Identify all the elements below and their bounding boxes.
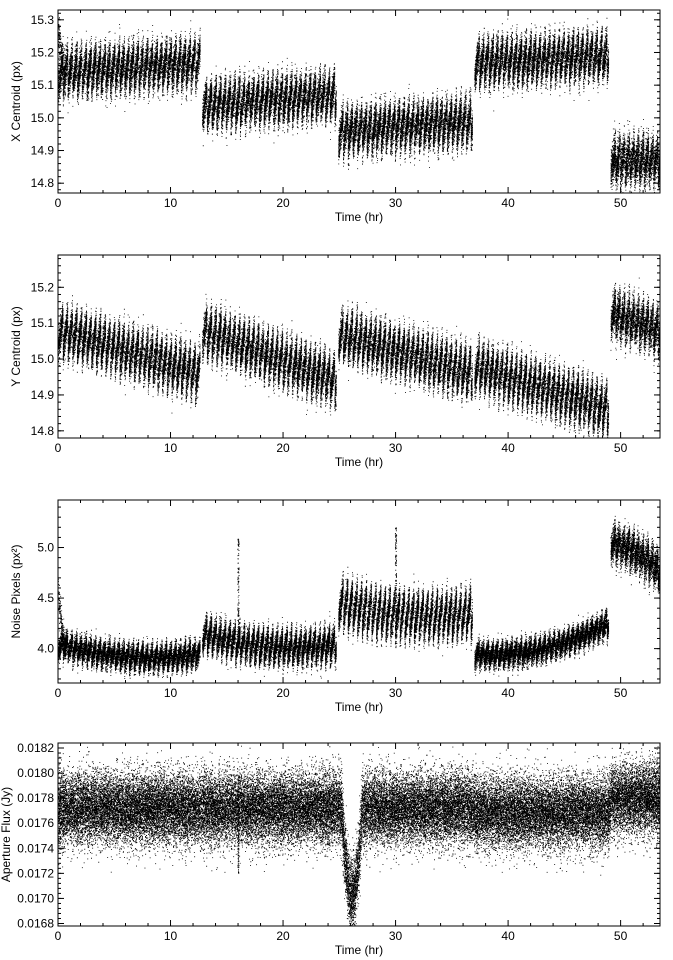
y-tick-label: 15.0 <box>31 111 55 125</box>
x-tick-label: 0 <box>55 686 62 700</box>
x-tick-label: 20 <box>276 929 290 943</box>
x-tick-label: 0 <box>55 196 62 210</box>
x-tick-label: 30 <box>389 686 403 700</box>
y-tick-label: 15.0 <box>31 352 55 366</box>
y-axis-label: Noise Pixels (px²) <box>9 544 23 638</box>
x-tick-label: 10 <box>164 196 178 210</box>
data-points <box>58 278 661 447</box>
data-points <box>58 516 661 679</box>
y-axis-label: Aperture Flux (Jy) <box>0 787 13 882</box>
x-tick-label: 20 <box>276 196 290 210</box>
y-tick-label: 4.0 <box>37 642 54 656</box>
x-tick-label: 50 <box>614 929 628 943</box>
y-tick-label: 14.9 <box>31 388 55 402</box>
x-tick-label: 30 <box>389 196 403 210</box>
x-tick-label: 40 <box>501 196 515 210</box>
y-axis-label: X Centroid (px) <box>9 61 23 142</box>
x-tick-label: 10 <box>164 686 178 700</box>
x-tick-label: 40 <box>501 929 515 943</box>
y-tick-label: 0.0176 <box>17 816 54 830</box>
y-tick-label: 0.0170 <box>17 891 54 905</box>
x-tick-label: 10 <box>164 929 178 943</box>
y-tick-label: 15.3 <box>31 13 55 27</box>
panel-noise-pixels: 0 10 20 30 40 50 Time (hr) 4.0 4.5 5.0 Noise Pixel… <box>9 500 661 714</box>
x-tick-label: 20 <box>276 441 290 455</box>
data-points <box>58 731 661 947</box>
x-axis-label: Time (hr) <box>335 700 383 714</box>
x-tick-label: 0 <box>55 929 62 943</box>
x-tick-label: 10 <box>164 441 178 455</box>
y-tick-label: 14.8 <box>31 424 55 438</box>
panel-x-centroid: 0 10 20 30 40 50 Time (hr) 14.8 14.9 15.0 15.1 15.2… <box>9 0 661 224</box>
x-tick-label: 30 <box>389 441 403 455</box>
x-tick-label: 0 <box>55 441 62 455</box>
data-points <box>58 0 661 202</box>
y-tick-label: 15.1 <box>31 316 55 330</box>
x-tick-label: 30 <box>389 929 403 943</box>
y-tick-label: 0.0178 <box>17 791 54 805</box>
x-axis-label: Time (hr) <box>335 943 383 957</box>
x-axis-label: Time (hr) <box>335 455 383 469</box>
y-tick-label: 0.0180 <box>17 766 54 780</box>
panel-y-centroid: 0 10 20 30 40 50 Time (hr) 14.8 14.9 15.0 15.1 15.2… <box>9 255 661 469</box>
y-tick-label: 14.9 <box>31 144 55 158</box>
x-tick-label: 40 <box>501 686 515 700</box>
y-tick-label: 5.0 <box>37 541 54 555</box>
y-tick-label: 0.0172 <box>17 866 54 880</box>
y-tick-label: 15.1 <box>31 78 55 92</box>
x-axis-label: Time (hr) <box>335 210 383 224</box>
y-tick-label: 0.0168 <box>17 916 54 930</box>
y-tick-label: 15.2 <box>31 45 55 59</box>
y-axis-label: Y Centroid (px) <box>9 306 23 386</box>
y-tick-label: 0.0182 <box>17 741 54 755</box>
y-tick-label: 15.2 <box>31 280 55 294</box>
x-tick-label: 50 <box>614 441 628 455</box>
y-tick-label: 14.8 <box>31 176 55 190</box>
panel-aperture-flux: 0 10 20 30 40 50 Time (hr) 0.0168 0.0170 0.0172 0.… <box>0 731 661 957</box>
y-tick-label: 4.5 <box>37 591 54 605</box>
x-tick-label: 50 <box>614 686 628 700</box>
x-tick-label: 20 <box>276 686 290 700</box>
x-tick-label: 40 <box>501 441 515 455</box>
x-tick-label: 50 <box>614 196 628 210</box>
y-tick-label: 0.0174 <box>17 841 54 855</box>
